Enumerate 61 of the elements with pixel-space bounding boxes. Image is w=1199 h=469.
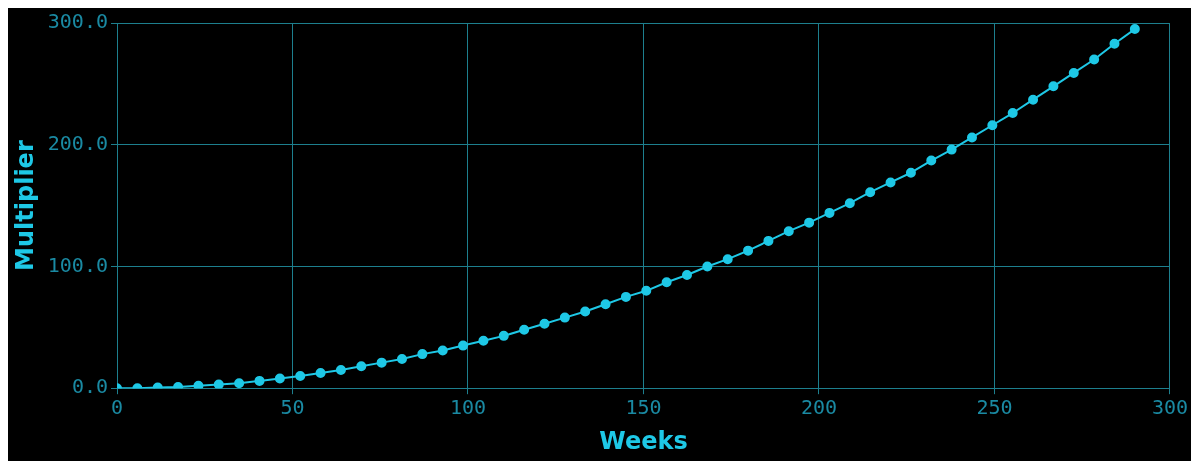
point [885,177,896,188]
point [722,254,733,265]
point [844,198,855,209]
point [335,364,346,375]
point [743,245,754,256]
point [824,207,835,218]
point [478,335,489,346]
point [804,217,815,228]
x-tick-label: 250 [976,395,1013,420]
x-tick-label: 0 [110,395,124,420]
x-tick-label: 100 [449,395,487,420]
point [458,340,469,351]
point [519,324,530,335]
point [620,291,631,302]
point [437,345,448,356]
point [417,349,428,360]
point [1068,67,1079,78]
point [173,381,184,389]
y-tick-label: 200.0 [47,130,109,155]
point [966,132,977,143]
point [905,167,916,178]
point [600,299,611,310]
x-axis-title: Weeks [599,426,688,455]
point [376,357,387,368]
point [926,155,937,166]
point [1129,24,1140,35]
y-tick-label: 300.0 [47,9,109,34]
point [397,353,407,364]
point [661,277,672,288]
point [1007,108,1018,119]
x-tick-label: 150 [625,395,662,420]
point [539,318,550,329]
point [498,330,509,341]
point [1028,94,1039,105]
point [987,120,998,131]
point [213,379,224,389]
point [315,367,326,378]
x-tick-label: 200 [800,395,838,420]
x-tick-label: 50 [280,395,305,420]
point [274,373,285,384]
point [356,361,367,372]
y-axis-title: Multiplier [10,140,39,271]
x-tick-label: 300 [1151,395,1188,420]
point [763,235,774,246]
point [783,226,794,237]
point [580,306,591,317]
point [641,285,652,296]
point [559,312,570,323]
point [865,187,876,198]
point [1089,54,1100,65]
point [1048,81,1059,92]
point [193,380,204,389]
point [946,144,957,155]
point [234,378,245,389]
point [254,375,265,386]
point [681,269,692,280]
point [1109,38,1120,49]
y-tick-label: 100.0 [47,252,109,277]
point [702,261,713,272]
y-tick-label: 0.0 [71,374,109,399]
point [295,371,306,382]
